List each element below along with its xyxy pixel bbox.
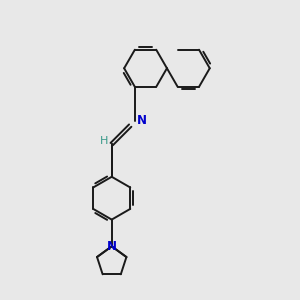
Text: N: N [107, 240, 117, 253]
Text: H: H [100, 136, 109, 146]
Text: N: N [137, 115, 147, 128]
